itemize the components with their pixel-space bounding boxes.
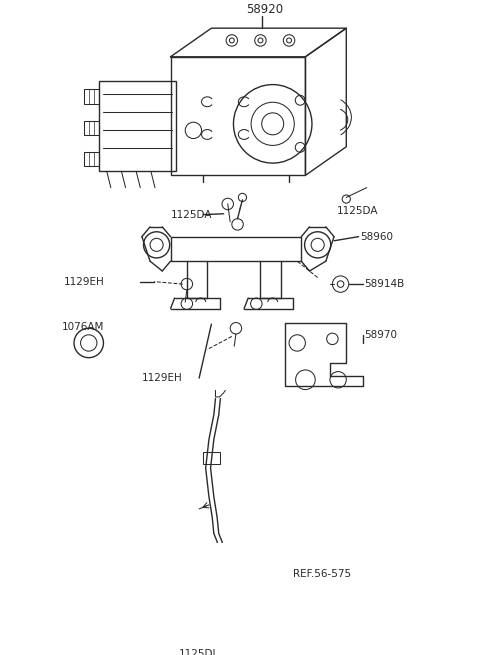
Bar [187, 554, 273, 603]
Bar [291, 566, 364, 581]
Bar [273, 562, 291, 591]
Text: 1125DA: 1125DA [336, 206, 378, 215]
Text: 58970: 58970 [364, 329, 397, 340]
Text: 1125DL: 1125DL [179, 648, 219, 655]
Bar [84, 152, 98, 166]
Circle shape [305, 232, 331, 258]
Text: 1129EH: 1129EH [64, 276, 105, 287]
Circle shape [74, 328, 104, 358]
Text: 58914B: 58914B [364, 279, 405, 289]
Bar [170, 582, 187, 599]
Text: 1076AM: 1076AM [62, 322, 104, 331]
Text: 58920: 58920 [246, 3, 283, 16]
Bar [84, 121, 98, 136]
Bar [170, 57, 305, 176]
Circle shape [144, 232, 170, 258]
Text: 1125DA: 1125DA [170, 210, 212, 219]
Bar [170, 558, 187, 574]
Text: 58960: 58960 [360, 232, 393, 242]
Bar [98, 81, 176, 171]
Bar [203, 452, 219, 464]
Text: REF.56-575: REF.56-575 [293, 569, 351, 579]
Text: 1129EH: 1129EH [142, 373, 182, 383]
Bar [84, 90, 98, 104]
